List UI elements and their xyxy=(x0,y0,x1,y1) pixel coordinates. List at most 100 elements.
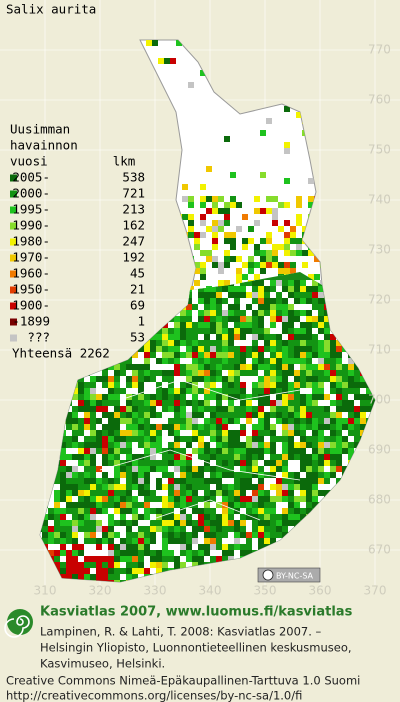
empty-cell xyxy=(156,352,162,358)
cell xyxy=(276,370,282,376)
cell xyxy=(222,358,228,364)
cell xyxy=(260,130,266,136)
cell xyxy=(192,538,198,544)
cell xyxy=(216,430,222,436)
cell xyxy=(302,76,308,82)
cell xyxy=(228,346,234,352)
cell xyxy=(240,520,246,526)
cell xyxy=(168,316,174,322)
empty-cell xyxy=(300,304,306,310)
cell xyxy=(324,424,330,430)
cell xyxy=(378,412,384,418)
cell xyxy=(114,430,120,436)
empty-cell xyxy=(108,472,114,478)
cell xyxy=(240,334,246,340)
empty-cell xyxy=(282,292,288,298)
empty-cell xyxy=(360,460,366,466)
cell xyxy=(168,376,174,382)
cell xyxy=(306,532,312,538)
cell xyxy=(176,40,182,46)
cell xyxy=(138,412,144,418)
empty-cell xyxy=(108,466,114,472)
empty-cell xyxy=(342,412,348,418)
cell xyxy=(84,388,90,394)
cell xyxy=(102,502,108,508)
cell xyxy=(144,430,150,436)
cell xyxy=(120,502,126,508)
cell xyxy=(336,520,342,526)
cell xyxy=(192,508,198,514)
cell xyxy=(300,364,306,370)
cell xyxy=(342,388,348,394)
cell xyxy=(168,574,174,580)
cell xyxy=(248,268,254,274)
cell xyxy=(66,412,72,418)
cell xyxy=(336,418,342,424)
cell xyxy=(138,526,144,532)
cell xyxy=(300,334,306,340)
cell xyxy=(168,514,174,520)
empty-cell xyxy=(276,502,282,508)
cell xyxy=(300,454,306,460)
cell xyxy=(40,460,42,466)
cell xyxy=(266,40,272,46)
cell xyxy=(102,328,108,334)
cell xyxy=(248,238,254,244)
cell xyxy=(282,406,288,412)
cell xyxy=(258,556,264,562)
empty-cell xyxy=(276,328,282,334)
empty-cell xyxy=(252,478,258,484)
cell xyxy=(162,568,168,574)
cell xyxy=(282,430,288,436)
cell xyxy=(150,448,156,454)
cell xyxy=(186,424,192,430)
cell xyxy=(40,406,42,412)
cell xyxy=(306,466,312,472)
cell xyxy=(126,316,132,322)
cell xyxy=(144,466,150,472)
cell xyxy=(120,364,126,370)
cell xyxy=(216,442,222,448)
empty-cell xyxy=(162,418,168,424)
cell xyxy=(120,466,126,472)
cell xyxy=(200,220,206,226)
cell xyxy=(330,280,336,286)
cell xyxy=(306,490,312,496)
cell xyxy=(54,406,60,412)
cell xyxy=(234,490,240,496)
cell xyxy=(300,322,306,328)
cell xyxy=(156,298,162,304)
cell xyxy=(222,532,228,538)
cell xyxy=(78,430,84,436)
empty-cell xyxy=(246,388,252,394)
cell xyxy=(266,238,272,244)
cell xyxy=(216,400,222,406)
cell xyxy=(246,448,252,454)
cell xyxy=(300,286,306,292)
empty-cell xyxy=(276,322,282,328)
empty-cell xyxy=(306,388,312,394)
cell xyxy=(312,436,318,442)
cell xyxy=(348,382,354,388)
cell xyxy=(360,310,366,316)
cell xyxy=(330,532,336,538)
empty-cell xyxy=(222,370,228,376)
cell xyxy=(228,370,234,376)
cell xyxy=(296,214,302,220)
cell xyxy=(48,412,54,418)
cell xyxy=(144,364,150,370)
cell xyxy=(312,490,318,496)
cell xyxy=(294,556,300,562)
cell xyxy=(218,280,224,286)
cell xyxy=(126,430,132,436)
cell xyxy=(300,508,306,514)
cell xyxy=(60,472,66,478)
cell xyxy=(168,292,174,298)
grid-label: 350 xyxy=(254,584,277,598)
cell xyxy=(318,418,324,424)
cell xyxy=(198,436,204,442)
cell xyxy=(126,382,132,388)
cell xyxy=(168,568,174,574)
cell xyxy=(252,532,258,538)
cell xyxy=(366,514,372,520)
